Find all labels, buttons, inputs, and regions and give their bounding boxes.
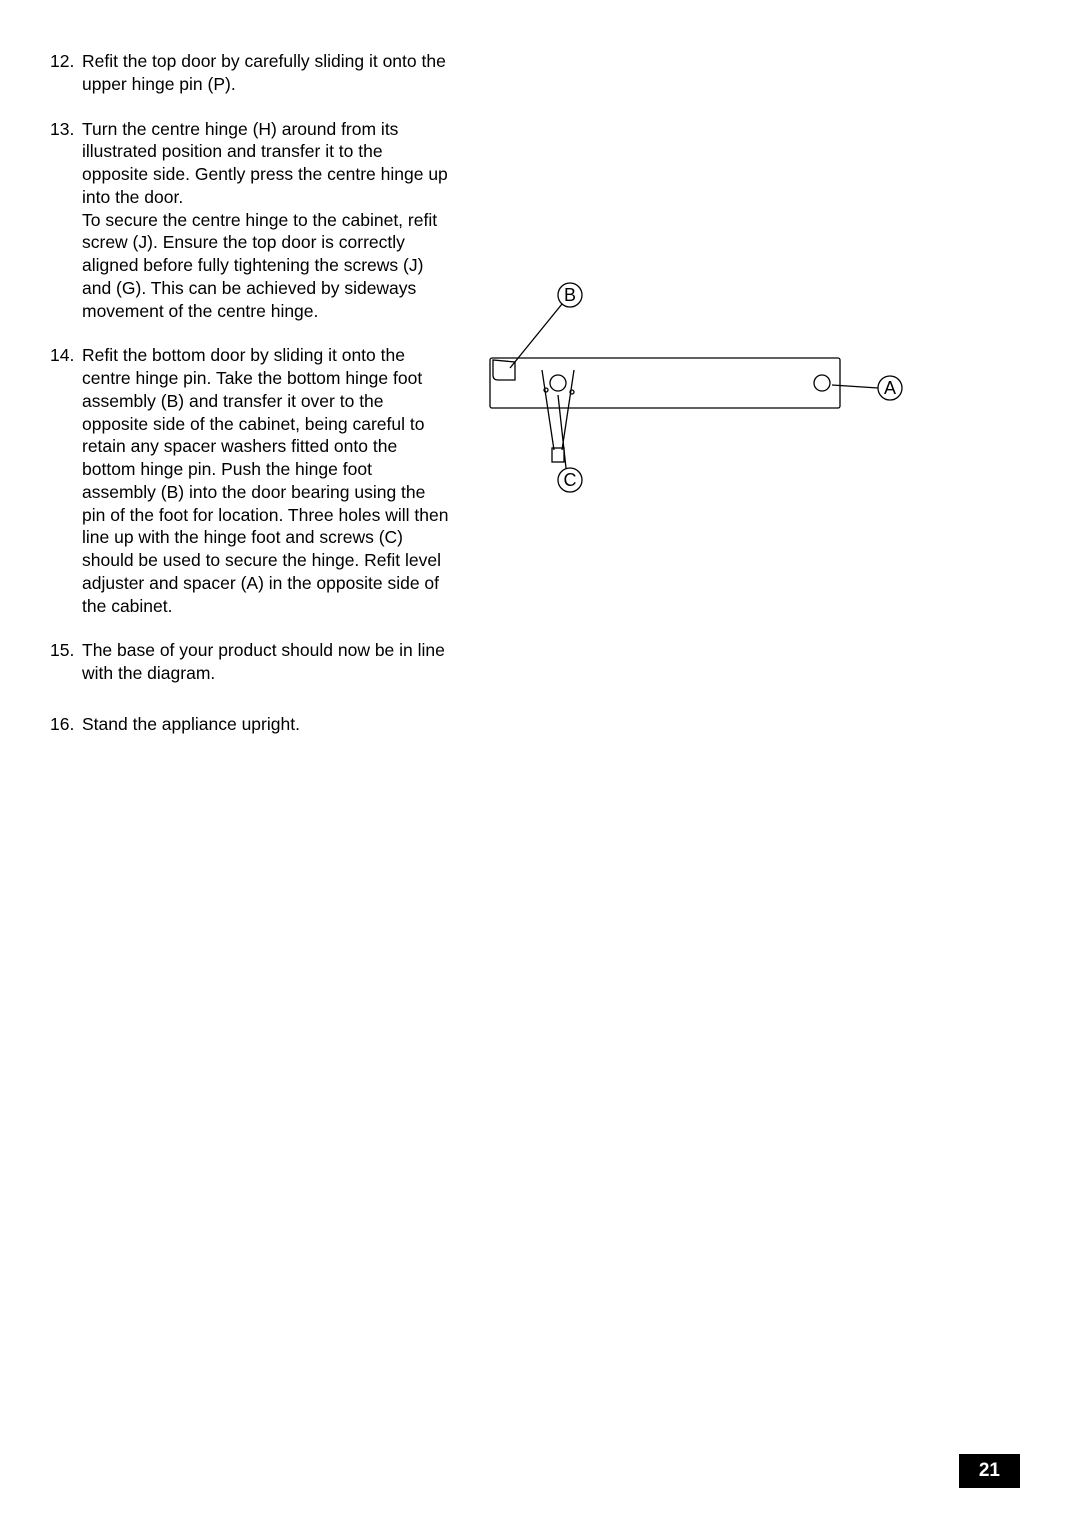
item-number: 15. xyxy=(50,639,82,685)
item-body: Refit the bottom door by sliding it onto… xyxy=(82,344,450,617)
svg-text:C: C xyxy=(564,470,577,490)
svg-text:B: B xyxy=(564,285,576,305)
item-body: Turn the centre hinge (H) around from it… xyxy=(82,118,450,323)
content-row: 12. Refit the top door by carefully slid… xyxy=(50,50,1030,758)
list-item-14: 14. Refit the bottom door by sliding it … xyxy=(50,344,450,617)
item-number: 13. xyxy=(50,118,82,323)
item-body: Stand the appliance upright. xyxy=(82,713,450,736)
list-item-15: 15. The base of your product should now … xyxy=(50,639,450,685)
svg-text:A: A xyxy=(884,378,896,398)
item-body: The base of your product should now be i… xyxy=(82,639,450,685)
item-number: 14. xyxy=(50,344,82,617)
diagram-column: B C A xyxy=(470,50,1030,545)
hinge-diagram: B C A xyxy=(480,280,1040,540)
page-number: 21 xyxy=(959,1454,1020,1488)
item-number: 16. xyxy=(50,713,82,736)
list-item-13: 13. Turn the centre hinge (H) around fro… xyxy=(50,118,450,323)
item-body: Refit the top door by carefully sliding … xyxy=(82,50,450,96)
list-item-16: 16. Stand the appliance upright. xyxy=(50,713,450,736)
text-column: 12. Refit the top door by carefully slid… xyxy=(50,50,470,758)
list-item-12: 12. Refit the top door by carefully slid… xyxy=(50,50,450,96)
item-number: 12. xyxy=(50,50,82,96)
